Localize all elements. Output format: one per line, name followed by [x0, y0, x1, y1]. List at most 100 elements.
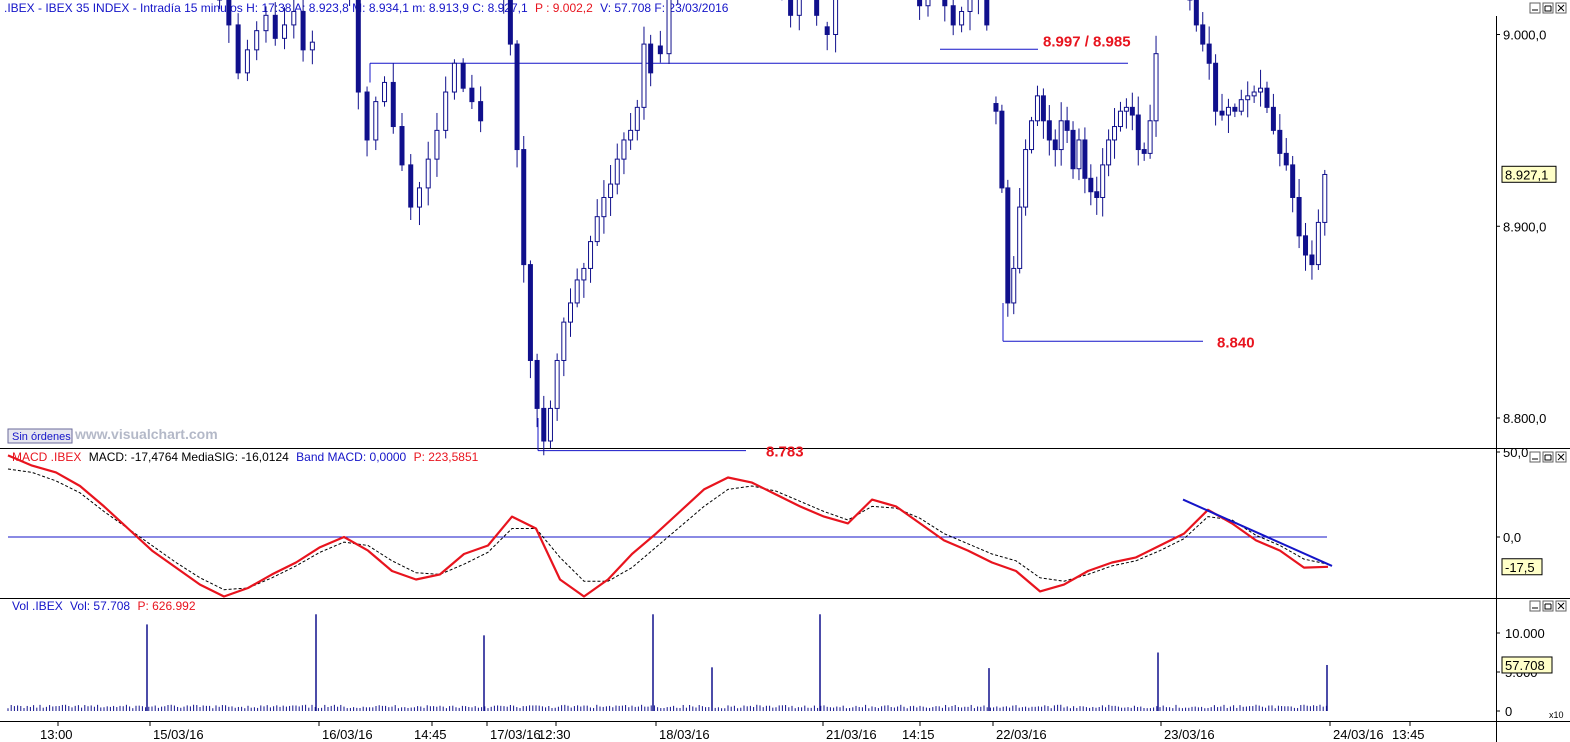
candle [1129, 92, 1135, 131]
macd-pane-controls[interactable] [1529, 451, 1567, 463]
candle-body [993, 103, 999, 112]
candle-body [601, 196, 607, 218]
candle [217, 0, 223, 10]
candle [601, 180, 607, 234]
candle [1100, 148, 1106, 217]
candle-body [1213, 62, 1219, 112]
candle [300, 0, 306, 62]
vol-pane-controls[interactable] [1529, 600, 1567, 612]
candle-body [959, 10, 965, 26]
candle-body [282, 24, 288, 39]
candle-body [547, 407, 553, 442]
candle-body [272, 14, 278, 39]
candle-body [594, 216, 600, 243]
candle [282, 7, 288, 50]
candle-body [1106, 139, 1112, 166]
candle-body [1296, 196, 1302, 237]
candle [1193, 0, 1199, 32]
level-label: 8.783 [766, 444, 804, 461]
candle-body [416, 187, 422, 208]
candle [788, 0, 794, 28]
candle [984, 0, 990, 31]
candle [1034, 85, 1040, 127]
candle-body [1070, 129, 1076, 170]
candle-body [382, 81, 388, 103]
candle [1082, 127, 1088, 194]
candle [443, 76, 449, 139]
candle [977, 0, 979, 15]
candle-body [254, 30, 260, 51]
candle-body [1135, 114, 1141, 151]
candle [621, 132, 627, 175]
maximize-icon [1544, 5, 1552, 12]
x-tick-label: 15/03/16 [153, 727, 204, 742]
candle [1147, 104, 1153, 159]
candle [588, 235, 594, 283]
candle [309, 30, 315, 65]
candle [478, 86, 484, 133]
candle-body [425, 158, 431, 189]
x-tick-label: 13:00 [40, 727, 73, 742]
candle-body [1046, 120, 1052, 141]
candle-body [1258, 87, 1264, 93]
candle [1315, 209, 1321, 270]
candle-body [460, 62, 466, 89]
candle [263, 6, 269, 43]
candle [634, 99, 640, 141]
candle [1017, 187, 1023, 274]
last-macd-label: -17,5 [1505, 560, 1535, 575]
candle [1213, 54, 1219, 126]
candle-body [1200, 24, 1206, 45]
candle [527, 260, 533, 379]
candle [594, 199, 600, 246]
x-tick-label: 17/03/16 [490, 727, 541, 742]
candle-body [925, 0, 931, 7]
candle-body [1094, 191, 1100, 198]
candle-body [355, 0, 361, 93]
candle [1238, 89, 1244, 116]
candle-body [574, 279, 580, 304]
candle-body [788, 0, 794, 16]
candle [1187, 0, 1193, 11]
candle [1290, 155, 1296, 213]
level-label: 8.840 [1217, 334, 1255, 351]
candle [1135, 96, 1141, 166]
x-tick-label: 13:45 [1392, 727, 1425, 742]
last-price-box [1501, 165, 1557, 183]
y-tick-label: 8.900,0 [1503, 219, 1546, 234]
candle-body [541, 407, 547, 442]
candle [416, 181, 422, 226]
candle-body [478, 101, 484, 122]
candle [561, 317, 567, 377]
price-pane-controls[interactable] [1529, 2, 1567, 14]
candle-body [434, 129, 440, 160]
watermark: www.visualchart.com [74, 426, 218, 442]
candle-body [942, 0, 948, 7]
candle [1309, 240, 1315, 280]
vol-vals: Vol: 57.708 [70, 599, 130, 613]
candle [959, 6, 965, 33]
candle-body [1147, 120, 1153, 154]
candle-body [1277, 129, 1283, 154]
candle [1251, 85, 1257, 103]
orders-badge[interactable]: Sin órdenes [7, 428, 73, 444]
candle [355, 0, 361, 110]
candle-body [666, 0, 672, 55]
candle-body [1034, 95, 1040, 122]
y-tick-label: 8.800,0 [1503, 411, 1546, 426]
candle-body [521, 149, 527, 266]
candle [942, 0, 948, 22]
candle-body [1129, 106, 1135, 116]
candle-body [1193, 0, 1199, 26]
x-tick-label: 16/03/16 [322, 727, 373, 742]
candle [503, 0, 505, 14]
vol-name: Vol .IBEX [12, 599, 63, 613]
y-tick-label: 0,0 [1503, 530, 1521, 545]
candle [1245, 81, 1251, 118]
macd-p: P: 223,5851 [414, 450, 479, 464]
candle [554, 353, 560, 421]
close-icon [1557, 453, 1565, 461]
maximize-icon [1544, 603, 1552, 610]
p-value: P : 9.002,2 [535, 1, 593, 15]
candle-body [1082, 139, 1088, 179]
